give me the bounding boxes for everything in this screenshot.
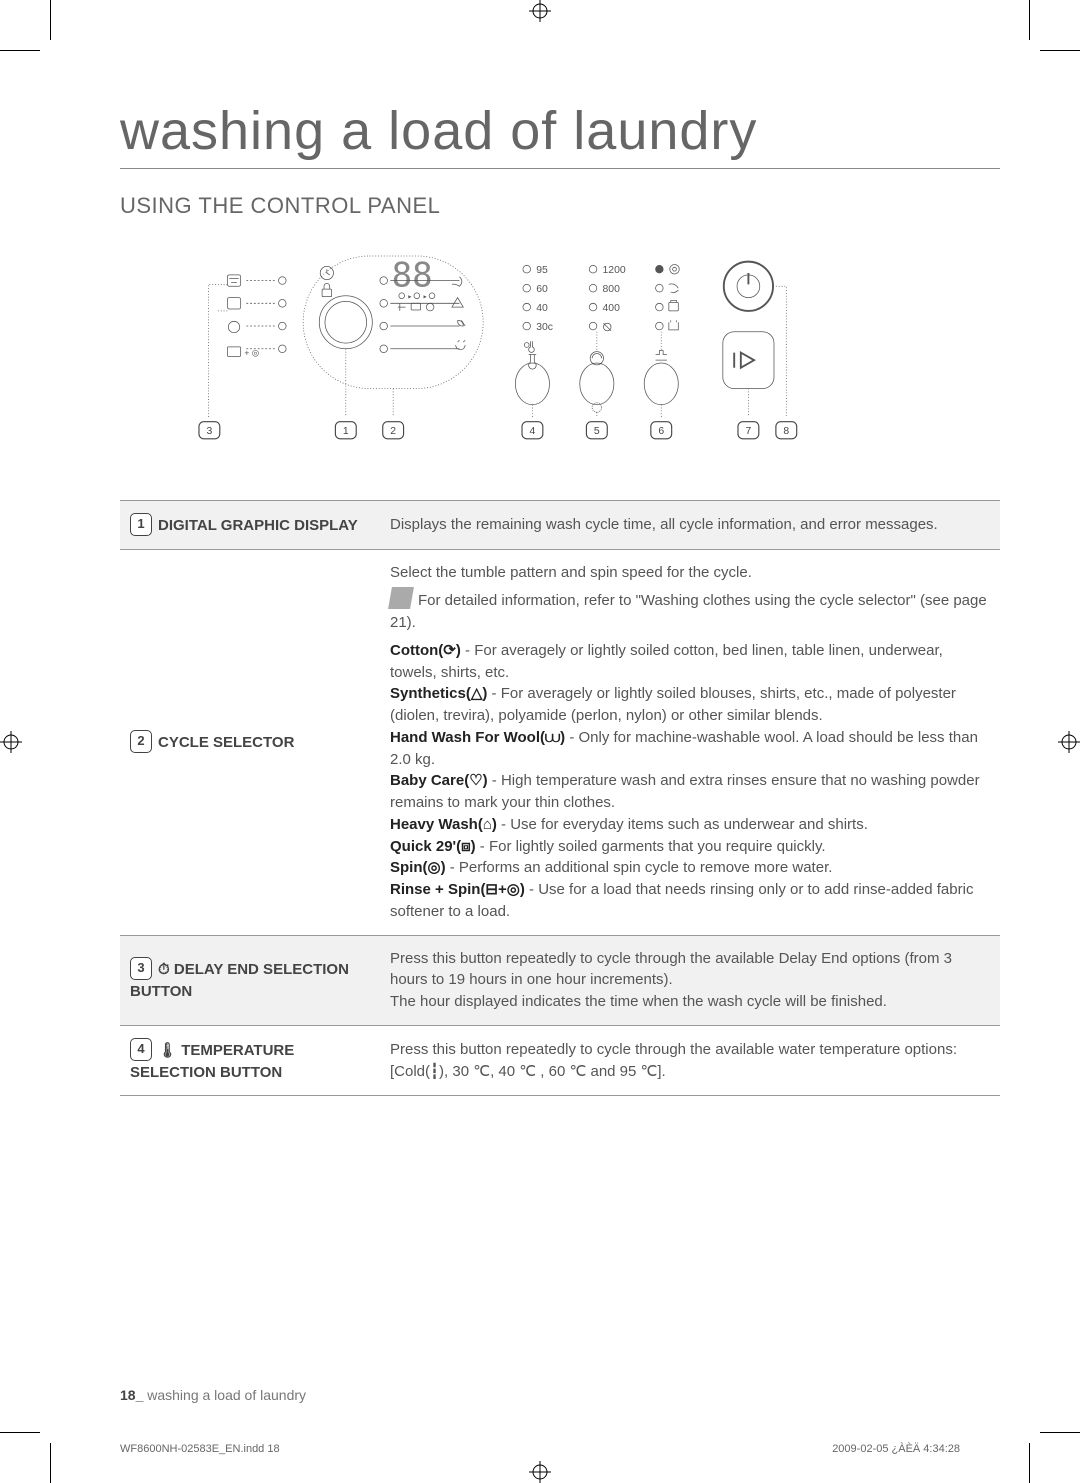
registration-mark-icon [1058, 731, 1080, 753]
control-panel-diagram: + ◎ 88 ▸▸ [180, 237, 900, 474]
svg-text:5: 5 [594, 426, 600, 437]
callout-number: 3 [130, 957, 152, 980]
table-row: 2 CYCLE SELECTOR Select the tumble patter… [120, 549, 1000, 935]
table-row: 3⏱ DELAY END SELECTION BUTTON Press this… [120, 935, 1000, 1025]
print-metadata: WF8600NH-02583E_EN.indd 18 2009-02-05 ¿À… [120, 1443, 960, 1455]
svg-text:4: 4 [530, 426, 536, 437]
page-footer: 18_ washing a load of laundry [120, 1387, 306, 1403]
section-title: USING THE CONTROL PANEL [120, 193, 1000, 219]
callout-number: 2 [130, 730, 152, 753]
note-icon [388, 587, 414, 609]
row-body: Displays the remaining wash cycle time, … [380, 500, 1000, 549]
svg-text:6: 6 [658, 426, 664, 437]
svg-text:2: 2 [390, 426, 396, 437]
row-body: Press this button repeatedly to cycle th… [380, 935, 1000, 1025]
table-row: 4🌡 TEMPERATURE SELECTION BUTTON Press th… [120, 1025, 1000, 1096]
svg-text:1: 1 [343, 426, 349, 437]
row-title: CYCLE SELECTOR [158, 734, 294, 751]
registration-mark-icon [0, 731, 22, 753]
row-title: 🌡 TEMPERATURE SELECTION BUTTON [130, 1042, 294, 1081]
page-title: washing a load of laundry [120, 100, 1000, 169]
svg-text:95: 95 [536, 265, 548, 276]
svg-text:40: 40 [536, 303, 548, 314]
svg-text:800: 800 [603, 284, 621, 295]
description-table: 1 DIGITAL GRAPHIC DISPLAY Displays the re… [120, 500, 1000, 1097]
registration-mark-icon [529, 1461, 551, 1483]
registration-mark-icon [529, 0, 551, 22]
svg-text:60: 60 [536, 284, 548, 295]
row-title: ⏱ DELAY END SELECTION BUTTON [130, 961, 349, 1000]
svg-text:88: 88 [392, 255, 433, 295]
svg-text:8: 8 [783, 426, 789, 437]
row-body: Press this button repeatedly to cycle th… [380, 1025, 1000, 1096]
svg-text:400: 400 [603, 303, 621, 314]
row-title: DIGITAL GRAPHIC DISPLAY [158, 517, 358, 534]
callout-number: 1 [130, 513, 152, 536]
row-body: Select the tumble pattern and spin speed… [380, 549, 1000, 935]
svg-text:3: 3 [206, 426, 212, 437]
callout-number: 4 [130, 1038, 152, 1061]
table-row: 1 DIGITAL GRAPHIC DISPLAY Displays the re… [120, 500, 1000, 549]
svg-text:30c: 30c [536, 322, 553, 333]
svg-text:7: 7 [746, 426, 752, 437]
svg-text:1200: 1200 [603, 265, 626, 276]
